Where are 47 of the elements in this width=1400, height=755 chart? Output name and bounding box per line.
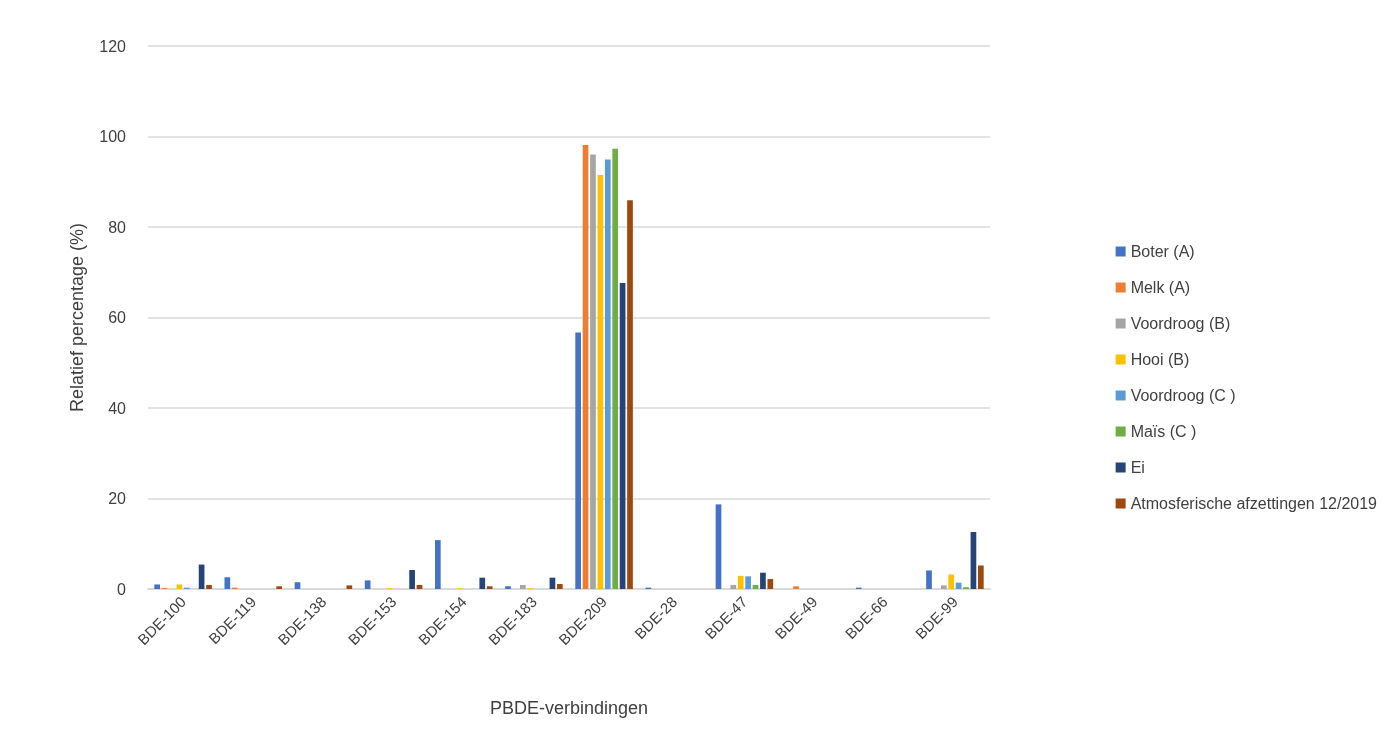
y-tick-label: 120 (99, 37, 127, 55)
legend-label: Boter (A) (1130, 243, 1195, 260)
legend-label: Voordroog (B) (1130, 315, 1231, 332)
bar (479, 577, 486, 589)
bar (154, 584, 161, 589)
y-tick-label: 100 (99, 128, 127, 145)
bar (176, 584, 183, 589)
bar (745, 576, 751, 589)
x-axis-title: PBDE-verbindingen (489, 698, 649, 718)
bar (294, 582, 301, 589)
bar (926, 570, 932, 589)
bar (346, 585, 353, 589)
y-tick-label: 20 (108, 490, 127, 507)
legend-label: Ei (1130, 459, 1145, 476)
bar (737, 575, 744, 589)
bar (556, 584, 563, 589)
y-tick-label: 80 (108, 218, 127, 236)
bar (730, 584, 737, 589)
bar (627, 200, 633, 589)
bar (409, 570, 415, 589)
bar (793, 586, 799, 589)
bar (590, 154, 596, 589)
bar (364, 580, 371, 589)
bar (612, 148, 619, 589)
bar (505, 586, 511, 589)
bar (206, 584, 212, 589)
y-tick-label: 0 (117, 580, 127, 598)
bar (948, 574, 955, 589)
bar (977, 565, 984, 589)
bar (575, 332, 582, 589)
legend-label: Hooi (B) (1130, 351, 1190, 368)
bar (519, 584, 526, 589)
legend-label: Atmosferische afzettingen 12/2019 (1130, 495, 1378, 512)
y-tick-label: 40 (108, 399, 127, 417)
bar (434, 540, 441, 589)
bar (276, 586, 283, 589)
bar (224, 577, 231, 589)
legend-label: Maïs (C ) (1130, 423, 1197, 440)
y-axis-title: Relatief percentage (%) (67, 222, 87, 413)
bar (486, 586, 493, 589)
bar (760, 572, 766, 589)
legend-label: Voordroog (C ) (1130, 387, 1236, 404)
bar (604, 159, 611, 589)
legend-label: Melk (A) (1130, 279, 1191, 296)
bar (767, 579, 774, 589)
y-tick-label: 60 (108, 309, 127, 326)
bar (940, 585, 947, 589)
